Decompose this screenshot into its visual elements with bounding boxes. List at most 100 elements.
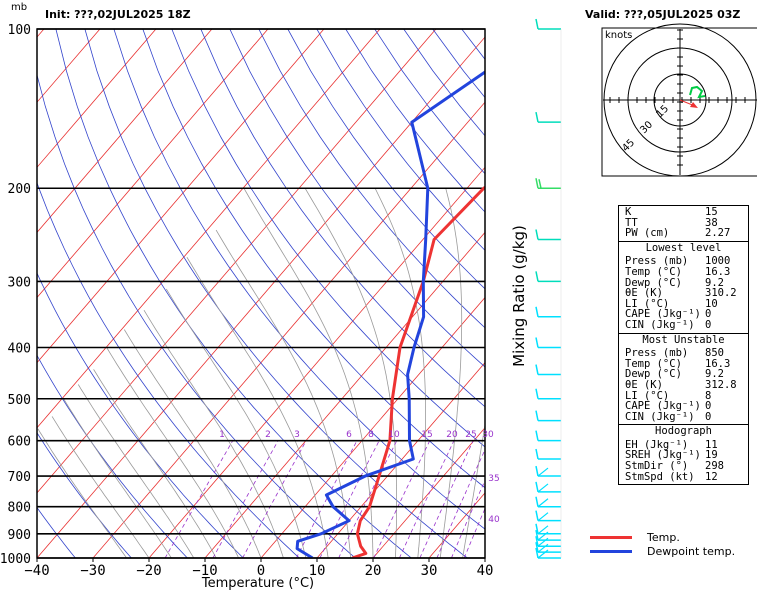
mixing-ratio-tick-label: 3 [294,430,300,440]
hodograph-ring-label: 45 [620,137,637,154]
lowest-level-label: Dewp (°C) [625,276,682,289]
pressure-tick-label: 500 [8,393,31,408]
pressure-tick-label: 700 [8,470,31,485]
hodograph-section-title: Hodograph [619,424,748,439]
wind-barb-flag [537,483,549,493]
legend-swatch-temp [590,535,632,539]
x-tick-label: 40 [477,563,494,579]
mixing-ratio-tick-label: 2 [265,430,271,440]
wind-barb-flag [537,549,549,559]
isotherm [37,29,437,494]
wind-barb-flag [535,448,539,460]
lowest-level-value: 310.2 [705,287,737,300]
most-unstable-label: Press (mb) [625,347,689,360]
wind-barb-flag [535,547,539,559]
lowest-level-value: 0 [705,318,712,331]
dry-adiabat [229,29,485,368]
wind-barb-flag [535,337,539,348]
dry-adiabat [258,29,485,329]
legend: Temp. Dewpoint temp. [590,530,735,558]
wind-barb-flag [535,388,539,399]
most-unstable-value: 312.8 [705,378,737,391]
dry-adiabat [142,29,485,489]
mixing-ratio-line [296,440,358,558]
pressure-tick-label: 1000 [0,552,31,567]
most-unstable-row: LI (°C) 8 [619,390,748,402]
isotherm [148,166,485,558]
hodograph-index-value: 19 [705,449,718,462]
isotherm [316,362,485,558]
wind-barb-flag [537,512,549,522]
x-tick-label: 20 [365,563,382,579]
most-unstable-row: CAPE (Jkg⁻¹) 0 [619,401,748,412]
valid-time: Valid: ???,05JUL2025 03Z [585,8,741,21]
most-unstable-row: CIN (Jkg⁻¹) 0 [619,412,748,423]
hodograph-index-value: 11 [705,438,718,451]
wind-barb-flag [535,536,539,547]
pressure-tick-label: 600 [8,435,31,450]
moist-adiabat [63,398,172,558]
most-unstable-label: Dewp (°C) [625,368,682,381]
lowest-level-row: LI (°C) 10 [619,299,748,310]
mixing-ratio-line [373,440,431,558]
lowest-level-value: 9.2 [705,276,724,289]
lowest-level-label: Temp (°C) [625,265,682,278]
legend-label-temp: Temp. [647,530,680,544]
lowest-level-row: θE (K) 310.2 [619,288,748,299]
most-unstable-value: 0 [705,400,712,413]
wind-barb-flag [535,510,539,521]
lowest-level-value: 0 [705,308,712,321]
x-tick-label: −10 [192,563,217,579]
moist-adiabat [215,229,351,558]
mixing-ratio-tick-label: 30 [482,430,494,440]
hodograph-index-row: EH (Jkg⁻¹) 11 [619,440,748,451]
moist-adiabat [123,329,262,558]
wind-barb-flag [537,467,549,477]
hodograph-ring-label: 15 [654,103,671,120]
isotherm [37,36,485,558]
hodograph-trace [689,85,706,99]
moist-adiabat [77,384,195,558]
isotherm [372,427,485,558]
x-tick-label: 30 [421,563,438,579]
lowest-level-row: Dewp (°C) 9.2 [619,276,748,289]
legend-swatch-dewpoint [590,549,632,553]
dry-adiabat [55,29,412,558]
wind-barb-flag [538,179,542,189]
mixing-ratio-line [451,479,485,558]
hodograph-index-label: SREH (Jkg⁻¹) [625,449,701,462]
most-unstable-row: θE (K) 312.8 [619,380,748,391]
x-tick-label: 10 [309,563,326,579]
legend-item-dewpoint: Dewpoint temp. [590,544,735,558]
dry-adiabat [113,29,485,530]
mixing-ratio-tick-label: 40 [488,515,500,525]
wind-barb-flag [537,525,549,535]
wind-barb-flag [535,496,539,507]
pressure-tick-label: 200 [8,182,31,197]
most-unstable-label: CIN (Jkg⁻¹) [625,410,695,423]
mixing-ratio-tick-label: 20 [446,430,458,440]
dry-adiabat [200,29,485,408]
most-unstable-value: 16.3 [705,357,731,370]
mixing-ratio-tick-label: 8 [368,430,374,440]
lowest-level-label: Press (mb) [625,255,689,268]
wind-barb-flag [535,271,539,282]
wind-barb-flag [535,364,539,375]
moist-adiabat [165,288,307,558]
index-value: 2.27 [705,227,731,240]
most-unstable-row: Dewp (°C) 9.2 [619,369,748,380]
isotherm [37,29,213,234]
pressure-tick-label: 900 [8,528,31,543]
wind-barb-flag [535,542,539,553]
hodograph-index-row: SREH (Jkg⁻¹) 19 [619,450,748,461]
wind-barb-flag [535,18,539,30]
moist-adiabat [186,256,329,558]
lowest-level-label: CAPE (Jkg⁻¹) [625,308,701,321]
mixing-ratio-tick-label: 25 [465,430,476,440]
x-tick-label: −20 [136,563,161,579]
wind-barb-flag [535,410,539,421]
wind-barb-flag [535,112,539,123]
wind-barb-flag [535,306,539,317]
